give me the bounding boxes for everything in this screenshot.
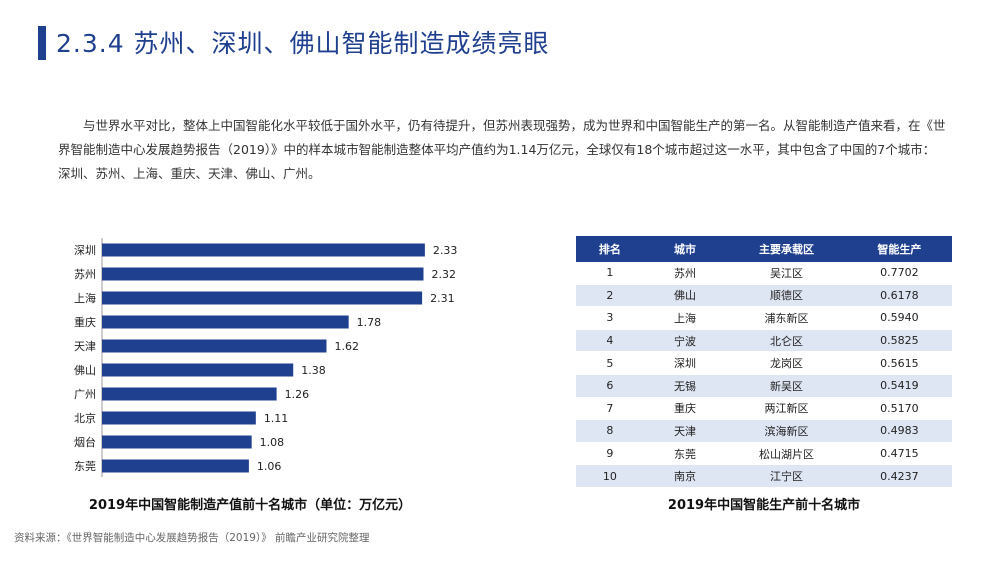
value-label: 1.06 bbox=[257, 460, 282, 473]
table-cell-city: 无锡 bbox=[643, 374, 727, 398]
table-cell-rank: 2 bbox=[576, 284, 644, 308]
table-cell-zone: 北仑区 bbox=[726, 329, 847, 353]
table-header-row: 排名 城市 主要承载区 智能生产 bbox=[576, 236, 952, 262]
table-cell-city: 天津 bbox=[643, 419, 727, 443]
table-row: 8 天津 滨海新区 0.4983 bbox=[576, 419, 952, 443]
bar bbox=[102, 243, 425, 257]
intro-paragraph: 与世界水平对比，整体上中国智能化水平较低于国外水平，仍有待提升，但苏州表现强势，… bbox=[58, 118, 946, 181]
column-header-zone: 主要承载区 bbox=[726, 236, 847, 262]
table-cell-city: 东莞 bbox=[643, 442, 727, 466]
table-cell-score: 0.7702 bbox=[846, 262, 952, 285]
value-label: 1.11 bbox=[264, 412, 289, 425]
table-cell-zone: 松山湖片区 bbox=[726, 442, 847, 466]
category-label: 佛山 bbox=[74, 364, 96, 377]
column-header-rank: 排名 bbox=[576, 236, 644, 262]
category-label: 东莞 bbox=[74, 460, 96, 473]
table-cell-score: 0.4237 bbox=[846, 464, 952, 488]
source-note: 资料来源：《世界智能制造中心发展趋势报告（2019）》 前瞻产业研究院整理 bbox=[14, 532, 370, 544]
value-label: 2.31 bbox=[430, 292, 455, 305]
title-accent-bar bbox=[38, 26, 46, 60]
table-cell-zone: 浦东新区 bbox=[726, 306, 847, 330]
table-row: 9 东莞 松山湖片区 0.4715 bbox=[576, 442, 952, 466]
table-row: 7 重庆 两江新区 0.5170 bbox=[576, 397, 952, 421]
table-cell-zone: 吴江区 bbox=[726, 262, 847, 285]
value-label: 2.33 bbox=[433, 244, 458, 257]
page-title: 2.3.4 苏州、深圳、佛山智能制造成绩亮眼 bbox=[56, 29, 550, 58]
table-row: 4 宁波 北仑区 0.5825 bbox=[576, 329, 952, 353]
value-label: 2.32 bbox=[431, 268, 456, 281]
value-label: 1.38 bbox=[301, 364, 326, 377]
table-cell-city: 南京 bbox=[643, 464, 727, 488]
table-cell-score: 0.5170 bbox=[846, 397, 952, 421]
table-cell-score: 0.4715 bbox=[846, 442, 952, 466]
table-cell-score: 0.4983 bbox=[846, 419, 952, 443]
category-label: 烟台 bbox=[74, 435, 96, 449]
column-header-score: 智能生产 bbox=[846, 236, 952, 262]
table-cell-rank: 9 bbox=[576, 442, 644, 466]
table-cell-score: 0.5825 bbox=[846, 329, 952, 353]
table-cell-rank: 1 bbox=[576, 262, 644, 285]
table-cell-score: 0.6178 bbox=[846, 284, 952, 308]
value-label: 1.26 bbox=[285, 388, 310, 401]
table-cell-rank: 3 bbox=[576, 306, 644, 330]
bar bbox=[102, 435, 252, 449]
bar bbox=[102, 411, 256, 425]
table-cell-zone: 滨海新区 bbox=[726, 419, 847, 443]
table-cell-city: 苏州 bbox=[643, 262, 727, 285]
table-cell-rank: 5 bbox=[576, 351, 644, 375]
category-label: 天津 bbox=[74, 340, 96, 353]
bar bbox=[102, 387, 277, 401]
category-label: 深圳 bbox=[74, 244, 96, 257]
output-value-bar-chart: 深圳 2.33 苏州 2.32 上海 2.31 重庆 1.78 天津 1.62 佛山 1.38 广州 1.… bbox=[74, 238, 458, 477]
table-row: 5 深圳 龙岗区 0.5615 bbox=[576, 351, 952, 375]
table-cell-rank: 6 bbox=[576, 374, 644, 398]
category-label: 重庆 bbox=[74, 315, 96, 329]
category-label: 苏州 bbox=[74, 268, 96, 281]
table-cell-zone: 江宁区 bbox=[726, 464, 847, 488]
table-cell-rank: 10 bbox=[576, 464, 644, 488]
table-caption: 2019年中国智能生产前十名城市 bbox=[667, 498, 861, 513]
bar bbox=[102, 363, 294, 377]
table-cell-score: 0.5940 bbox=[846, 306, 952, 330]
value-label: 1.78 bbox=[357, 316, 382, 329]
table-row: 2 佛山 顺德区 0.6178 bbox=[576, 284, 952, 308]
table-cell-city: 佛山 bbox=[643, 284, 727, 308]
bar bbox=[102, 267, 424, 281]
bar bbox=[102, 315, 349, 329]
bar bbox=[102, 291, 423, 305]
table-cell-zone: 新吴区 bbox=[726, 374, 847, 398]
table-row: 10 南京 江宁区 0.4237 bbox=[576, 464, 952, 488]
table-cell-rank: 8 bbox=[576, 419, 644, 443]
bar bbox=[102, 339, 327, 353]
value-label: 1.08 bbox=[260, 436, 285, 449]
category-label: 广州 bbox=[74, 388, 96, 401]
table-cell-city: 上海 bbox=[643, 306, 727, 330]
table-row: 3 上海 浦东新区 0.5940 bbox=[576, 306, 952, 330]
table-row: 1 苏州 吴江区 0.7702 bbox=[576, 262, 952, 285]
table-cell-score: 0.5615 bbox=[846, 351, 952, 375]
table-cell-city: 宁波 bbox=[643, 329, 727, 353]
table-row: 6 无锡 新吴区 0.5419 bbox=[576, 374, 952, 398]
table-cell-zone: 顺德区 bbox=[726, 284, 847, 308]
table-cell-zone: 龙岗区 bbox=[726, 351, 847, 375]
table-cell-rank: 4 bbox=[576, 329, 644, 353]
category-label: 北京 bbox=[74, 411, 96, 425]
value-label: 1.62 bbox=[334, 340, 359, 353]
bar-chart-caption: 2019年中国智能制造产值前十名城市（单位：万亿元） bbox=[88, 498, 412, 513]
table-cell-city: 重庆 bbox=[643, 397, 727, 421]
table-cell-rank: 7 bbox=[576, 397, 644, 421]
smart-production-table: 排名 城市 主要承载区 智能生产 1 苏州 吴江区 0.7702 2 佛山 顺德区 0.617… bbox=[576, 236, 952, 488]
table-cell-city: 深圳 bbox=[643, 351, 727, 375]
category-label: 上海 bbox=[74, 291, 96, 305]
column-header-city: 城市 bbox=[643, 236, 727, 262]
table-cell-score: 0.5419 bbox=[846, 374, 952, 398]
table-cell-zone: 两江新区 bbox=[726, 397, 847, 421]
bar bbox=[102, 459, 249, 473]
